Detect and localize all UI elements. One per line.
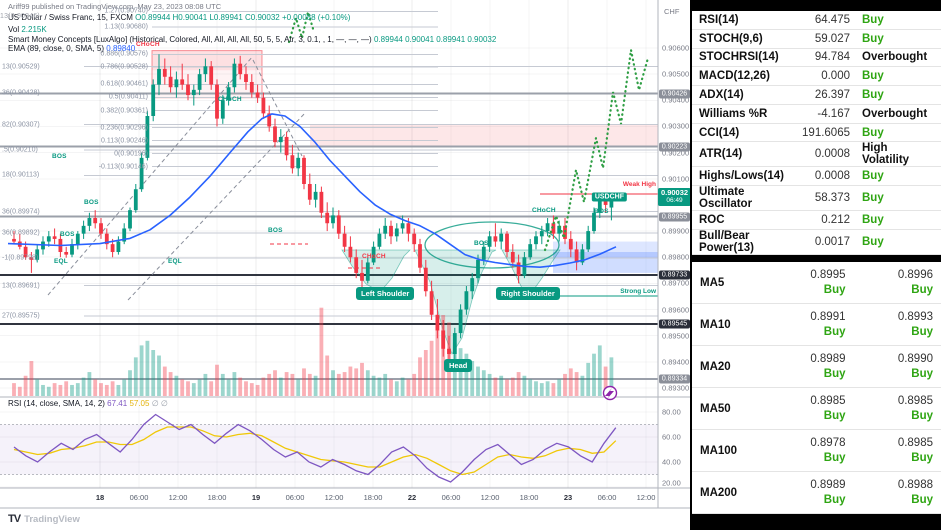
indicator-name: Williams %R (699, 107, 768, 120)
indicator-action: Buy (862, 70, 884, 83)
indicator-row-rsi-14-: RSI(14) 64.475 Buy (692, 11, 941, 30)
ma-simple-value: 0.8995 (810, 269, 846, 281)
ma-name: MA5 (700, 276, 725, 289)
ma-exponential-action: Buy (911, 368, 933, 380)
ma-simple-action: Buy (823, 326, 846, 338)
indicator-action: Buy (862, 32, 884, 45)
indicator-value: 94.784 (814, 51, 850, 64)
indicator-name: Bull/Bear Power(13) (699, 230, 754, 255)
indicator-value: 64.475 (814, 13, 850, 26)
ma-exponential-action: Buy (911, 410, 933, 422)
panel-top-bar (692, 0, 941, 11)
indicator-action: Overbought (862, 51, 928, 64)
indicator-value: 0.0008 (814, 170, 850, 183)
ma-name: MA200 (700, 486, 738, 499)
ma-exponential-value: 0.8985 (897, 395, 933, 407)
panel-bottom-bar (692, 514, 941, 530)
ma-exponential-action: Buy (911, 326, 933, 338)
indicator-name: Highs/Lows(14) (699, 170, 784, 183)
indicator-value: 0.212 (821, 214, 850, 227)
ma-simple-action: Buy (823, 410, 846, 422)
indicator-row-stochrsi-14-: STOCHRSI(14) 94.784 Overbought (692, 49, 941, 68)
indicator-value: 58.373 (814, 192, 850, 205)
moving-average-table: MA5 0.8995 Buy 0.8996 Buy MA10 0.8991 Buy 0.8993… (692, 262, 941, 514)
ma-exponential-action: Buy (911, 494, 933, 506)
indicator-row-ultimate-oscillator: Ultimate Oscillator 58.373 Buy (692, 186, 941, 212)
indicator-action: Buy (862, 170, 884, 183)
indicator-name: ROC (699, 214, 725, 227)
indicator-name: CCI(14) (699, 126, 740, 139)
ma-simple-value: 0.8985 (810, 395, 846, 407)
ma-row-ma20: MA20 0.8989 Buy 0.8990 Buy (692, 346, 941, 388)
ma-simple-value: 0.8978 (810, 437, 846, 449)
indicator-action: Buy (862, 192, 884, 205)
ma-simple-action: Buy (823, 452, 846, 464)
ma-exponential-action: Buy (911, 284, 933, 296)
ma-exponential-value: 0.8988 (897, 479, 933, 491)
indicator-value: -4.167 (817, 107, 850, 120)
ma-simple-value: 0.8989 (810, 479, 846, 491)
technical-summary-panel: RSI(14) 64.475 Buy STOCH(9,6) 59.027 Buy STOCH… (690, 0, 941, 530)
ma-exponential-value: 0.8985 (897, 437, 933, 449)
ma-row-ma50: MA50 0.8985 Buy 0.8985 Buy (692, 388, 941, 430)
indicator-row-macd-12-26-: MACD(12,26) 0.000 Buy (692, 67, 941, 87)
indicator-row-williams-r: Williams %R -4.167 Overbought (692, 105, 941, 124)
indicator-action: Buy (862, 13, 884, 26)
ma-simple-action: Buy (823, 368, 846, 380)
ma-name: MA10 (700, 318, 731, 331)
ma-exponential-value: 0.8993 (897, 311, 933, 323)
indicator-action: Buy (862, 236, 884, 249)
price-chart[interactable]: Ariff99 published on TradingView.com, Ma… (0, 0, 691, 530)
ma-simple-value: 0.8991 (810, 311, 846, 323)
indicator-value: 191.6065 (802, 126, 850, 139)
ma-name: MA100 (700, 444, 738, 457)
tradingview-logo-icon: TV (8, 513, 21, 525)
indicator-name: MACD(12,26) (699, 70, 770, 83)
ma-exponential-value: 0.8996 (897, 269, 933, 281)
indicator-row-roc: ROC 0.212 Buy (692, 211, 941, 231)
ma-row-ma200: MA200 0.8989 Buy 0.8988 Buy (692, 472, 941, 514)
indicator-name: ADX(14) (699, 89, 744, 102)
ma-exponential-value: 0.8990 (897, 353, 933, 365)
chart-canvas[interactable] (0, 0, 690, 530)
indicator-name: STOCH(9,6) (699, 32, 763, 45)
indicator-action: Overbought (862, 107, 928, 120)
ma-name: MA50 (700, 402, 731, 415)
tradingview-logo: TV TradingView (8, 513, 80, 525)
indicator-value: 0.000 (821, 70, 850, 83)
indicator-row-bull-bear-power-13-: Bull/Bear Power(13) 0.0017 Buy (692, 230, 941, 256)
indicator-name: Ultimate Oscillator (699, 186, 753, 211)
indicator-row-atr-14-: ATR(14) 0.0008 High Volatility (692, 142, 941, 168)
ma-simple-action: Buy (823, 494, 846, 506)
ma-row-ma10: MA10 0.8991 Buy 0.8993 Buy (692, 304, 941, 346)
indicator-action: Buy (862, 89, 884, 102)
tradingview-logo-text: TradingView (24, 513, 80, 525)
ma-simple-action: Buy (823, 284, 846, 296)
ma-row-ma100: MA100 0.8978 Buy 0.8985 Buy (692, 430, 941, 472)
indicator-value: 0.0008 (814, 148, 850, 161)
ma-exponential-action: Buy (911, 452, 933, 464)
indicator-value: 0.0017 (814, 236, 850, 249)
indicator-action: High Volatility (862, 142, 910, 167)
ma-row-ma5: MA5 0.8995 Buy 0.8996 Buy (692, 262, 941, 304)
indicator-row-cci-14-: CCI(14) 191.6065 Buy (692, 124, 941, 143)
ma-simple-value: 0.8989 (810, 353, 846, 365)
indicator-value: 59.027 (814, 32, 850, 45)
indicator-table: RSI(14) 64.475 Buy STOCH(9,6) 59.027 Buy STOCH… (692, 11, 941, 256)
ma-name: MA20 (700, 360, 731, 373)
indicator-name: RSI(14) (699, 13, 739, 26)
indicator-name: STOCHRSI(14) (699, 51, 779, 64)
indicator-row-highs-lows-14-: Highs/Lows(14) 0.0008 Buy (692, 167, 941, 187)
indicator-value: 26.397 (814, 89, 850, 102)
indicator-row-adx-14-: ADX(14) 26.397 Buy (692, 86, 941, 105)
indicator-row-stoch-9-6-: STOCH(9,6) 59.027 Buy (692, 30, 941, 49)
indicator-action: Buy (862, 214, 884, 227)
indicator-action: Buy (862, 126, 884, 139)
indicator-name: ATR(14) (699, 148, 743, 161)
panel-divider-bar (692, 255, 941, 262)
